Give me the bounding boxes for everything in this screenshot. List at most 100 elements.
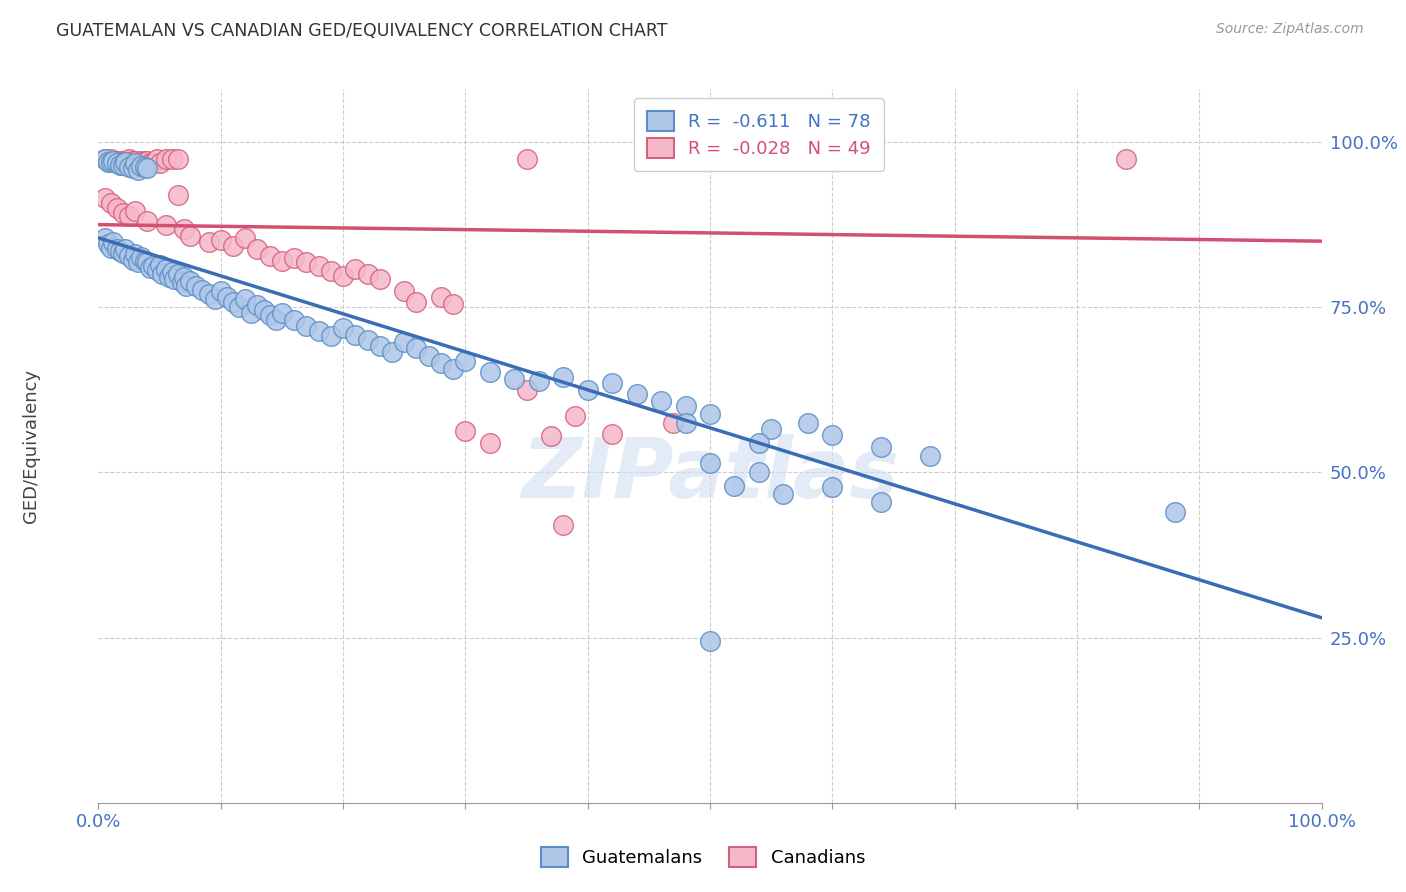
Point xyxy=(97,154,120,169)
Point xyxy=(626,387,648,401)
Point xyxy=(105,156,128,170)
Point xyxy=(283,251,305,265)
Point xyxy=(454,425,477,439)
Point xyxy=(503,371,526,385)
Point xyxy=(149,156,172,170)
Point xyxy=(870,440,893,454)
Point xyxy=(110,244,132,258)
Point xyxy=(136,153,159,168)
Point xyxy=(163,272,186,286)
Point xyxy=(332,268,354,283)
Point xyxy=(418,349,440,363)
Text: Source: ZipAtlas.com: Source: ZipAtlas.com xyxy=(1216,22,1364,37)
Point xyxy=(155,261,177,276)
Point xyxy=(246,242,269,256)
Point xyxy=(114,242,136,256)
Point xyxy=(368,272,391,286)
Point xyxy=(93,152,115,166)
Point xyxy=(197,235,219,250)
Point xyxy=(124,153,146,168)
Point xyxy=(441,297,464,311)
Point xyxy=(110,153,132,168)
Point xyxy=(222,295,245,310)
Point xyxy=(228,300,250,314)
Point xyxy=(127,162,149,177)
Point xyxy=(93,191,115,205)
Point xyxy=(118,152,141,166)
Legend: R =  -0.611   N = 78, R =  -0.028   N = 49: R = -0.611 N = 78, R = -0.028 N = 49 xyxy=(634,98,884,170)
Point xyxy=(111,157,134,171)
Point xyxy=(155,218,177,232)
Point xyxy=(454,354,477,368)
Point xyxy=(146,152,169,166)
Point xyxy=(209,285,232,299)
Point xyxy=(264,313,287,327)
Point xyxy=(93,152,115,166)
Point xyxy=(576,383,599,397)
Point xyxy=(100,152,122,166)
Legend: Guatemalans, Canadians: Guatemalans, Canadians xyxy=(533,839,873,874)
Point xyxy=(191,283,214,297)
Point xyxy=(160,264,183,278)
Point xyxy=(197,287,219,301)
Point xyxy=(157,269,180,284)
Point xyxy=(748,466,770,480)
Point xyxy=(127,255,149,269)
Point xyxy=(405,341,427,355)
Point xyxy=(129,250,152,264)
Point xyxy=(308,260,330,274)
Point xyxy=(146,263,169,277)
Point xyxy=(118,209,141,223)
Point xyxy=(179,228,201,243)
Point xyxy=(167,152,190,166)
Point xyxy=(118,160,141,174)
Point xyxy=(101,153,124,168)
Point xyxy=(111,206,134,220)
Point xyxy=(155,152,177,166)
Point xyxy=(772,486,794,500)
Point xyxy=(295,255,318,269)
Point xyxy=(142,156,165,170)
Point xyxy=(139,156,162,170)
Point xyxy=(209,233,232,247)
Point xyxy=(478,435,501,450)
Point xyxy=(167,188,190,202)
Point xyxy=(368,338,391,352)
Point xyxy=(283,313,305,327)
Point xyxy=(93,231,115,245)
Point xyxy=(100,154,122,169)
Point xyxy=(121,153,143,168)
Point xyxy=(129,159,152,173)
Point xyxy=(821,428,844,442)
Point xyxy=(430,356,453,370)
Point xyxy=(136,214,159,228)
Point xyxy=(527,374,550,388)
Point xyxy=(176,279,198,293)
Point xyxy=(186,279,208,293)
Point xyxy=(111,153,134,168)
Point xyxy=(723,478,745,492)
Point xyxy=(821,480,844,494)
Point xyxy=(319,264,342,278)
Point xyxy=(344,261,367,276)
Point xyxy=(121,252,143,267)
Point xyxy=(160,152,183,166)
Point xyxy=(332,321,354,335)
Point xyxy=(114,153,136,168)
Point xyxy=(356,333,378,347)
Point xyxy=(356,267,378,281)
Point xyxy=(134,153,156,168)
Point xyxy=(295,318,318,333)
Point xyxy=(662,416,685,430)
Point xyxy=(179,274,201,288)
Point xyxy=(748,435,770,450)
Point xyxy=(405,295,427,310)
Point xyxy=(564,409,586,424)
Point xyxy=(101,235,124,250)
Point xyxy=(259,249,281,263)
Point xyxy=(105,201,128,215)
Point xyxy=(136,255,159,269)
Point xyxy=(124,156,146,170)
Point xyxy=(540,429,562,443)
Point xyxy=(139,260,162,275)
